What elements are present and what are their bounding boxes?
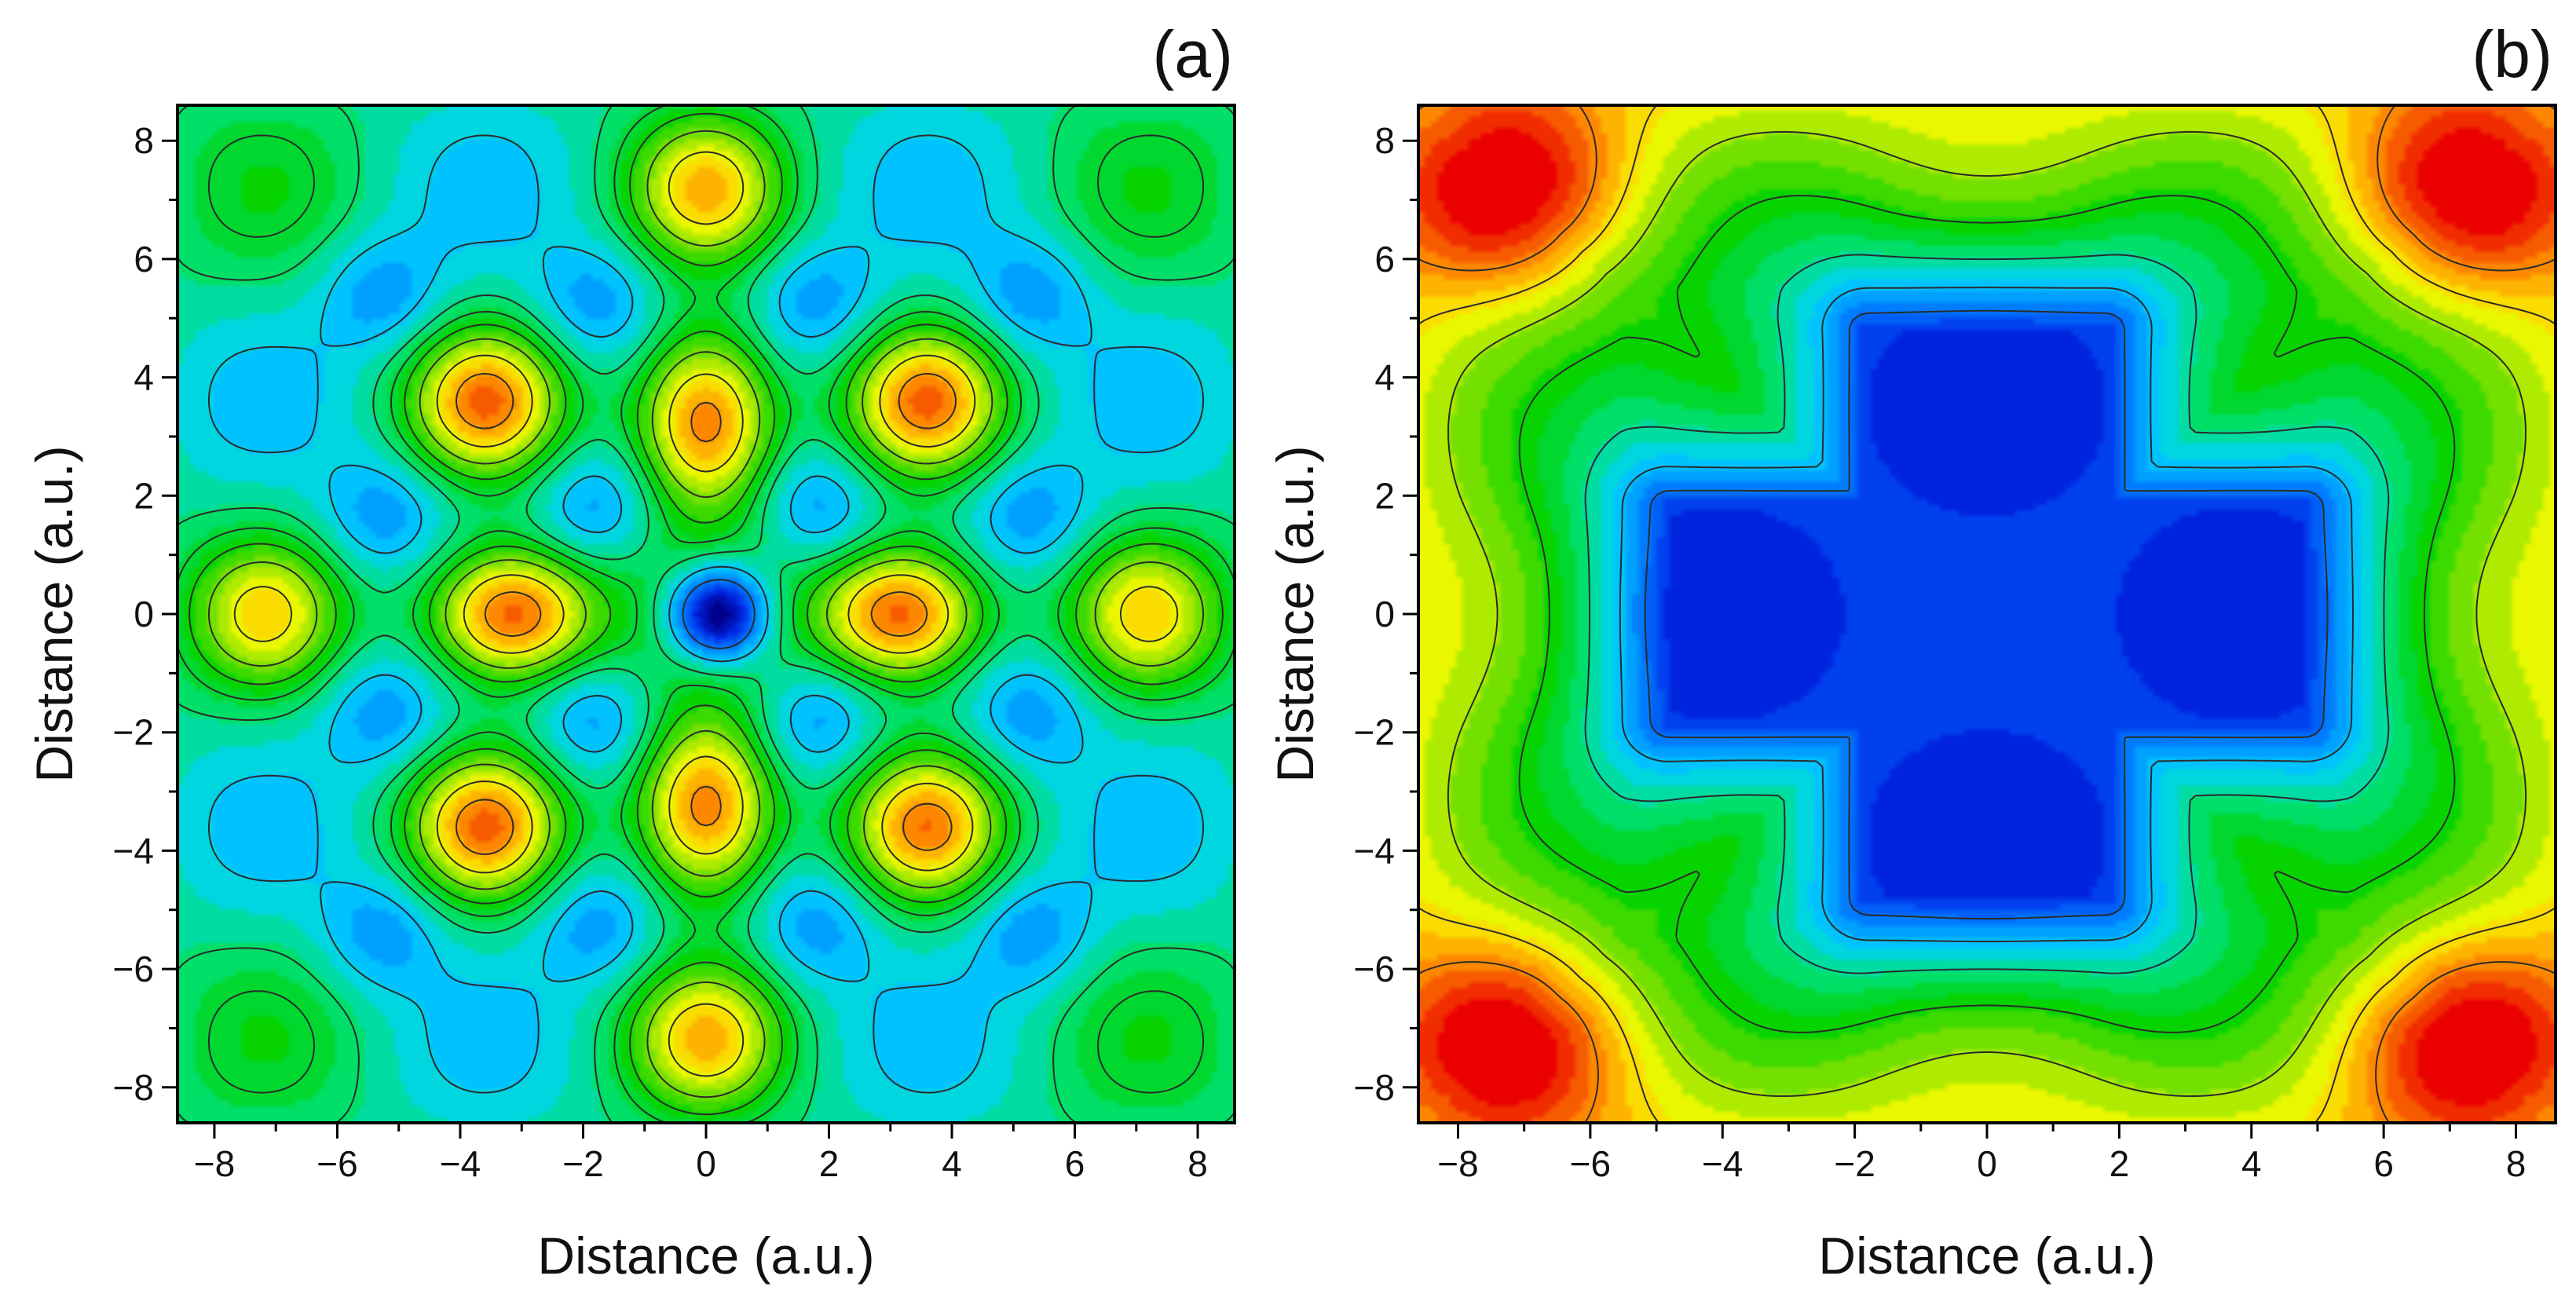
contour-line: [1644, 309, 2329, 920]
x-tick-label: −2: [562, 1143, 603, 1184]
x-tick-label: 4: [2241, 1143, 2262, 1184]
x-tick-label: 4: [942, 1143, 962, 1184]
y-tick-label: 0: [1374, 594, 1395, 634]
y-tick-label: −6: [1354, 949, 1395, 989]
x-tick-labels-b: −8 −6 −4 −2 0 2 4 6 8: [1437, 1143, 2526, 1184]
y-tick-label: 2: [1374, 475, 1395, 516]
x-tick-label: −2: [1834, 1143, 1875, 1184]
y-tick-label: 6: [1374, 239, 1395, 280]
contour-line: [1418, 105, 2556, 1123]
panel-label-a: (a): [1152, 17, 1233, 91]
y-tick-label: 4: [134, 357, 154, 398]
y-tick-label: −8: [113, 1067, 154, 1108]
x-tick-label: −8: [194, 1143, 235, 1184]
x-tick-label: 2: [819, 1143, 840, 1184]
x-tick-label: −4: [440, 1143, 481, 1184]
contour-line: [233, 151, 1179, 1077]
contour-line: [188, 112, 1224, 1116]
contour-chart-b: −8 −6 −4 −2 0 2 4 6 8 −8 −6 −4 −2 0 2 4 6 8 Distance (a.…: [1266, 17, 2557, 1285]
contour-lines-b: [1418, 105, 2556, 1123]
contour-line: [1518, 195, 2456, 1033]
x-axis-title-a: Distance (a.u.): [537, 1226, 874, 1285]
y-axis-title-b: Distance (a.u.): [1266, 445, 1324, 782]
contour-line: [177, 105, 1235, 1123]
panel-label-b: (b): [2472, 17, 2552, 91]
contour-line: [207, 130, 1205, 1098]
y-tick-labels-a: −8 −6 −4 −2 0 2 4 6 8: [113, 120, 154, 1108]
x-tick-label: −6: [317, 1143, 357, 1184]
y-tick-label: 4: [1374, 357, 1395, 398]
y-tick-label: 8: [134, 120, 154, 161]
x-tick-label: −8: [1437, 1143, 1478, 1184]
heatmap-image-b: [1418, 105, 2556, 1123]
y-tick-label: 2: [134, 475, 154, 516]
x-axis-title-b: Distance (a.u.): [1818, 1226, 2155, 1285]
y-tick-label: −8: [1354, 1067, 1395, 1108]
y-tick-label: 0: [134, 594, 154, 634]
x-tick-label: 8: [2506, 1143, 2527, 1184]
y-tick-label: −4: [1354, 830, 1395, 871]
y-tick-label: −2: [113, 712, 154, 753]
x-tick-label: 2: [2109, 1143, 2130, 1184]
contour-chart-a: −8 −6 −4 −2 0 2 4 6 8 −8 −6 −4 −2 0 2 4 6 8 Distance (a.…: [25, 17, 1236, 1285]
contour-lines-a: [177, 105, 1235, 1123]
contour-line: [177, 105, 1235, 1123]
y-tick-labels-b: −8 −6 −4 −2 0 2 4 6 8: [1354, 120, 1395, 1108]
contour-line: [1447, 130, 2527, 1097]
y-tick-label: −4: [113, 830, 154, 871]
contour-line: [456, 373, 957, 855]
x-tick-label: 6: [1065, 1143, 1085, 1184]
y-tick-label: 6: [134, 239, 154, 280]
contour-line: [207, 134, 1205, 1094]
y-axis-title-a: Distance (a.u.): [25, 445, 83, 782]
contour-line: [1584, 254, 2390, 974]
ticks-a: [162, 139, 1199, 1139]
x-tick-label: 8: [1187, 1143, 1208, 1184]
x-tick-label: 0: [1977, 1143, 1997, 1184]
ticks-b: [1403, 139, 2517, 1139]
contour-line: [682, 579, 756, 649]
x-tick-label: 6: [2373, 1143, 2394, 1184]
y-tick-label: 8: [1374, 120, 1395, 161]
x-tick-label: 0: [696, 1143, 716, 1184]
y-tick-label: −2: [1354, 712, 1395, 753]
contour-line: [1418, 105, 2556, 1123]
y-tick-label: −6: [113, 949, 154, 989]
x-tick-label: −4: [1702, 1143, 1743, 1184]
x-tick-labels-a: −8 −6 −4 −2 0 2 4 6 8: [194, 1143, 1208, 1184]
x-tick-label: −6: [1570, 1143, 1611, 1184]
contour-line: [1619, 287, 2354, 942]
